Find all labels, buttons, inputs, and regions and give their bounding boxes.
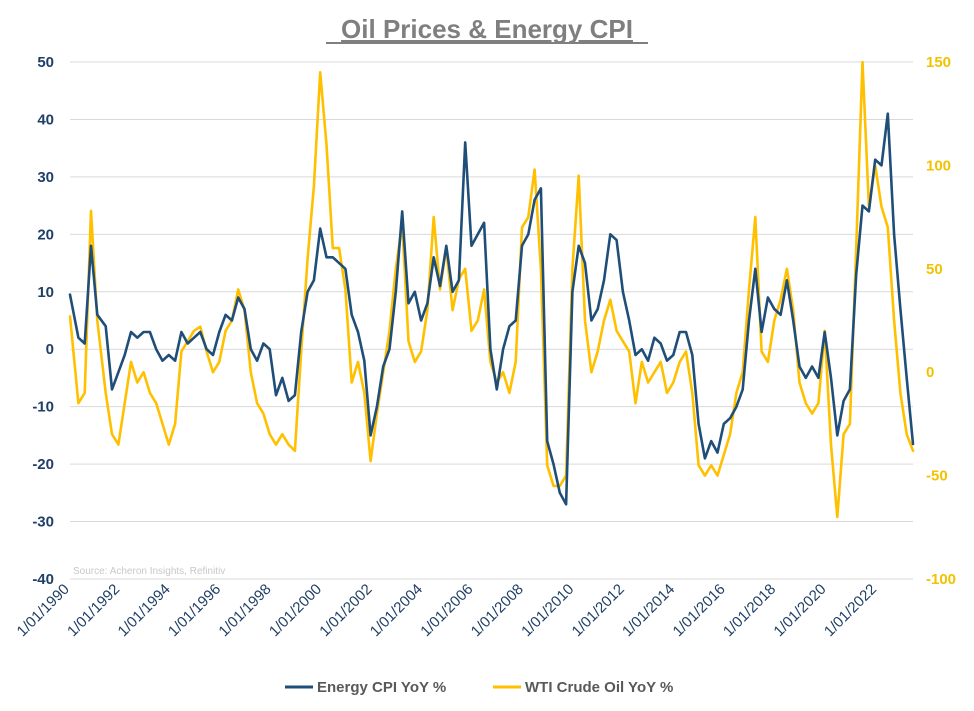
x-tick-label: 1/01/1996 <box>165 581 224 640</box>
series-group <box>68 60 915 519</box>
x-tick-label: 1/01/2014 <box>619 581 678 640</box>
y-right-tick-label: 0 <box>926 364 934 381</box>
legend-label-wti-crude: WTI Crude Oil YoY % <box>525 679 673 696</box>
x-tick-label: 1/01/1992 <box>64 581 123 640</box>
y-right-tick-label: -100 <box>926 571 956 588</box>
y-left-tick-label: -10 <box>32 399 54 416</box>
legend: Energy CPI YoY % WTI Crude Oil YoY % <box>285 679 673 696</box>
y-axis-left: 50 40 30 20 10 0 -10 -20 -30 -40 <box>32 54 54 588</box>
y-right-tick-label: -50 <box>926 468 948 485</box>
x-tick-label: 1/01/1994 <box>115 581 174 640</box>
y-left-tick-label: -30 <box>32 514 54 531</box>
x-tick-label: 1/01/2012 <box>569 581 628 640</box>
y-axis-right: 150 100 50 0 -50 -100 <box>926 54 956 588</box>
gridlines <box>70 61 913 580</box>
y-left-tick-label: -40 <box>32 571 54 588</box>
x-tick-label: 1/01/2020 <box>770 581 829 640</box>
x-tick-label: 1/01/2008 <box>468 581 527 640</box>
x-tick-label: 1/01/2018 <box>720 581 779 640</box>
x-tick-label: 1/01/1990 <box>14 581 73 640</box>
source-note: Source: Acheron Insights, Refinitiv <box>73 566 225 577</box>
y-left-tick-label: 30 <box>37 169 54 186</box>
y-left-tick-label: -20 <box>32 456 54 473</box>
y-left-tick-label: 0 <box>46 341 54 358</box>
chart-title: Oil Prices & Energy CPI <box>341 14 633 44</box>
x-tick-label: 1/01/2004 <box>367 581 426 640</box>
x-tick-label: 1/01/2010 <box>518 581 577 640</box>
x-tick-label: 1/01/2006 <box>417 581 476 640</box>
series-line-energy-cpi <box>68 112 915 506</box>
x-tick-label: 1/01/2022 <box>821 581 880 640</box>
y-left-tick-label: 50 <box>37 54 54 71</box>
x-axis: 1/01/19901/01/19921/01/19941/01/19961/01… <box>14 581 880 640</box>
y-right-tick-label: 150 <box>926 54 951 71</box>
y-right-tick-label: 100 <box>926 157 951 174</box>
y-right-tick-label: 50 <box>926 261 943 278</box>
series-line-wti-crude <box>68 60 915 519</box>
y-left-tick-label: 40 <box>37 111 54 128</box>
x-tick-label: 1/01/2016 <box>670 581 729 640</box>
y-left-tick-label: 20 <box>37 226 54 243</box>
x-tick-label: 1/01/2000 <box>266 581 325 640</box>
x-tick-label: 1/01/1998 <box>215 581 274 640</box>
legend-label-energy-cpi: Energy CPI YoY % <box>317 679 446 696</box>
y-left-tick-label: 10 <box>37 284 54 301</box>
x-tick-label: 1/01/2002 <box>316 581 375 640</box>
